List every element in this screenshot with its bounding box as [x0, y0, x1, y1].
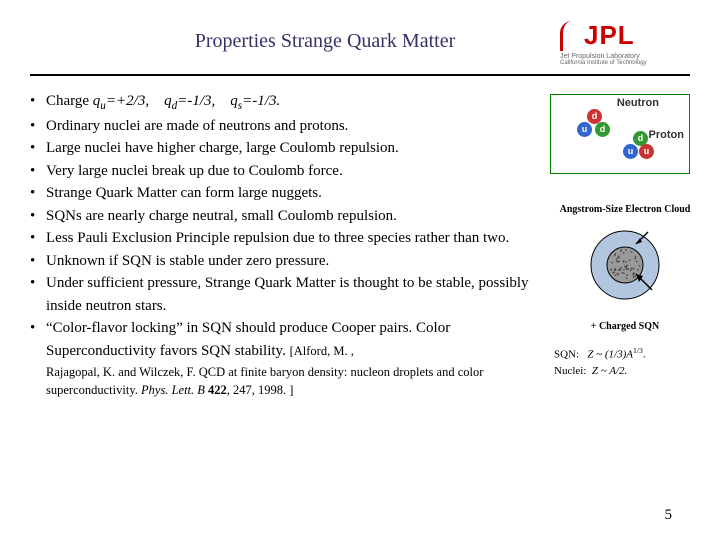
bullet-item: Ordinary nuclei are made of neutrons and… [30, 115, 540, 138]
bullet-item: Under sufficient pressure, Strange Quark… [30, 272, 540, 317]
bullet-item: Very large nuclei break up due to Coulom… [30, 160, 540, 183]
header: Properties Strange Quark Matter JPL Jet … [0, 0, 720, 74]
sqn-bottom-label: + Charged SQN [550, 321, 700, 333]
bullet-item: “Color-flavor locking” in SQN should pro… [30, 317, 540, 362]
bullet-item: Large nuclei have higher charge, large C… [30, 137, 540, 160]
neutron-label: Neutron [617, 97, 659, 109]
quark-u: u [639, 144, 654, 159]
bullet-list: Charge qu=+2/3, qd=-1/3, qs=-1/3.Ordinar… [30, 90, 540, 362]
jpl-logo: JPL [560, 20, 690, 51]
bullet-item: Strange Quark Matter can form large nugg… [30, 182, 540, 205]
sqn-diagram: Angstrom-Size Electron Cloud + Charged S… [550, 186, 700, 380]
bullet-item: SQNs are nearly charge neutral, small Co… [30, 205, 540, 228]
bullet-item: Charge qu=+2/3, qd=-1/3, qs=-1/3. [30, 90, 540, 115]
quark-u: u [577, 122, 592, 137]
page-title: Properties Strange Quark Matter [30, 20, 560, 53]
sqn-equation-2: Nuclei: Z ~ A/2. [550, 363, 700, 380]
bullet-column: Charge qu=+2/3, qd=-1/3, qs=-1/3.Ordinar… [30, 90, 550, 399]
jpl-logo-block: JPL Jet Propulsion Laboratory California… [560, 20, 690, 66]
jpl-logo-text: JPL [584, 20, 635, 51]
jpl-subtitle-1: Jet Propulsion Laboratory [560, 53, 690, 60]
diagram-column: Neutron Proton dud duu Angstrom-Size Ele… [550, 90, 700, 399]
neutron-cluster: dud [571, 109, 611, 149]
sqn-circle-icon [580, 220, 670, 310]
bullet-item: Unknown if SQN is stable under zero pres… [30, 250, 540, 273]
proton-cluster: duu [609, 131, 649, 171]
bullet-item: Less Pauli Exclusion Principle repulsion… [30, 227, 540, 250]
reference-text: Rajagopal, K. and Wilczek, F. QCD at fin… [30, 364, 540, 399]
main-content: Charge qu=+2/3, qd=-1/3, qs=-1/3.Ordinar… [0, 76, 720, 399]
quark-d: d [595, 122, 610, 137]
page-number: 5 [665, 507, 673, 524]
nucleon-diagram: Neutron Proton dud duu [550, 94, 690, 174]
sqn-equation-1: SQN: Z ~ (1/3)A1/3. [550, 345, 700, 363]
proton-label: Proton [649, 129, 684, 141]
jpl-subtitle-2: California Institute of Technology [560, 60, 690, 66]
quark-u: u [623, 144, 638, 159]
jpl-swoosh-icon [560, 21, 582, 51]
sqn-top-label: Angstrom-Size Electron Cloud [550, 204, 700, 216]
